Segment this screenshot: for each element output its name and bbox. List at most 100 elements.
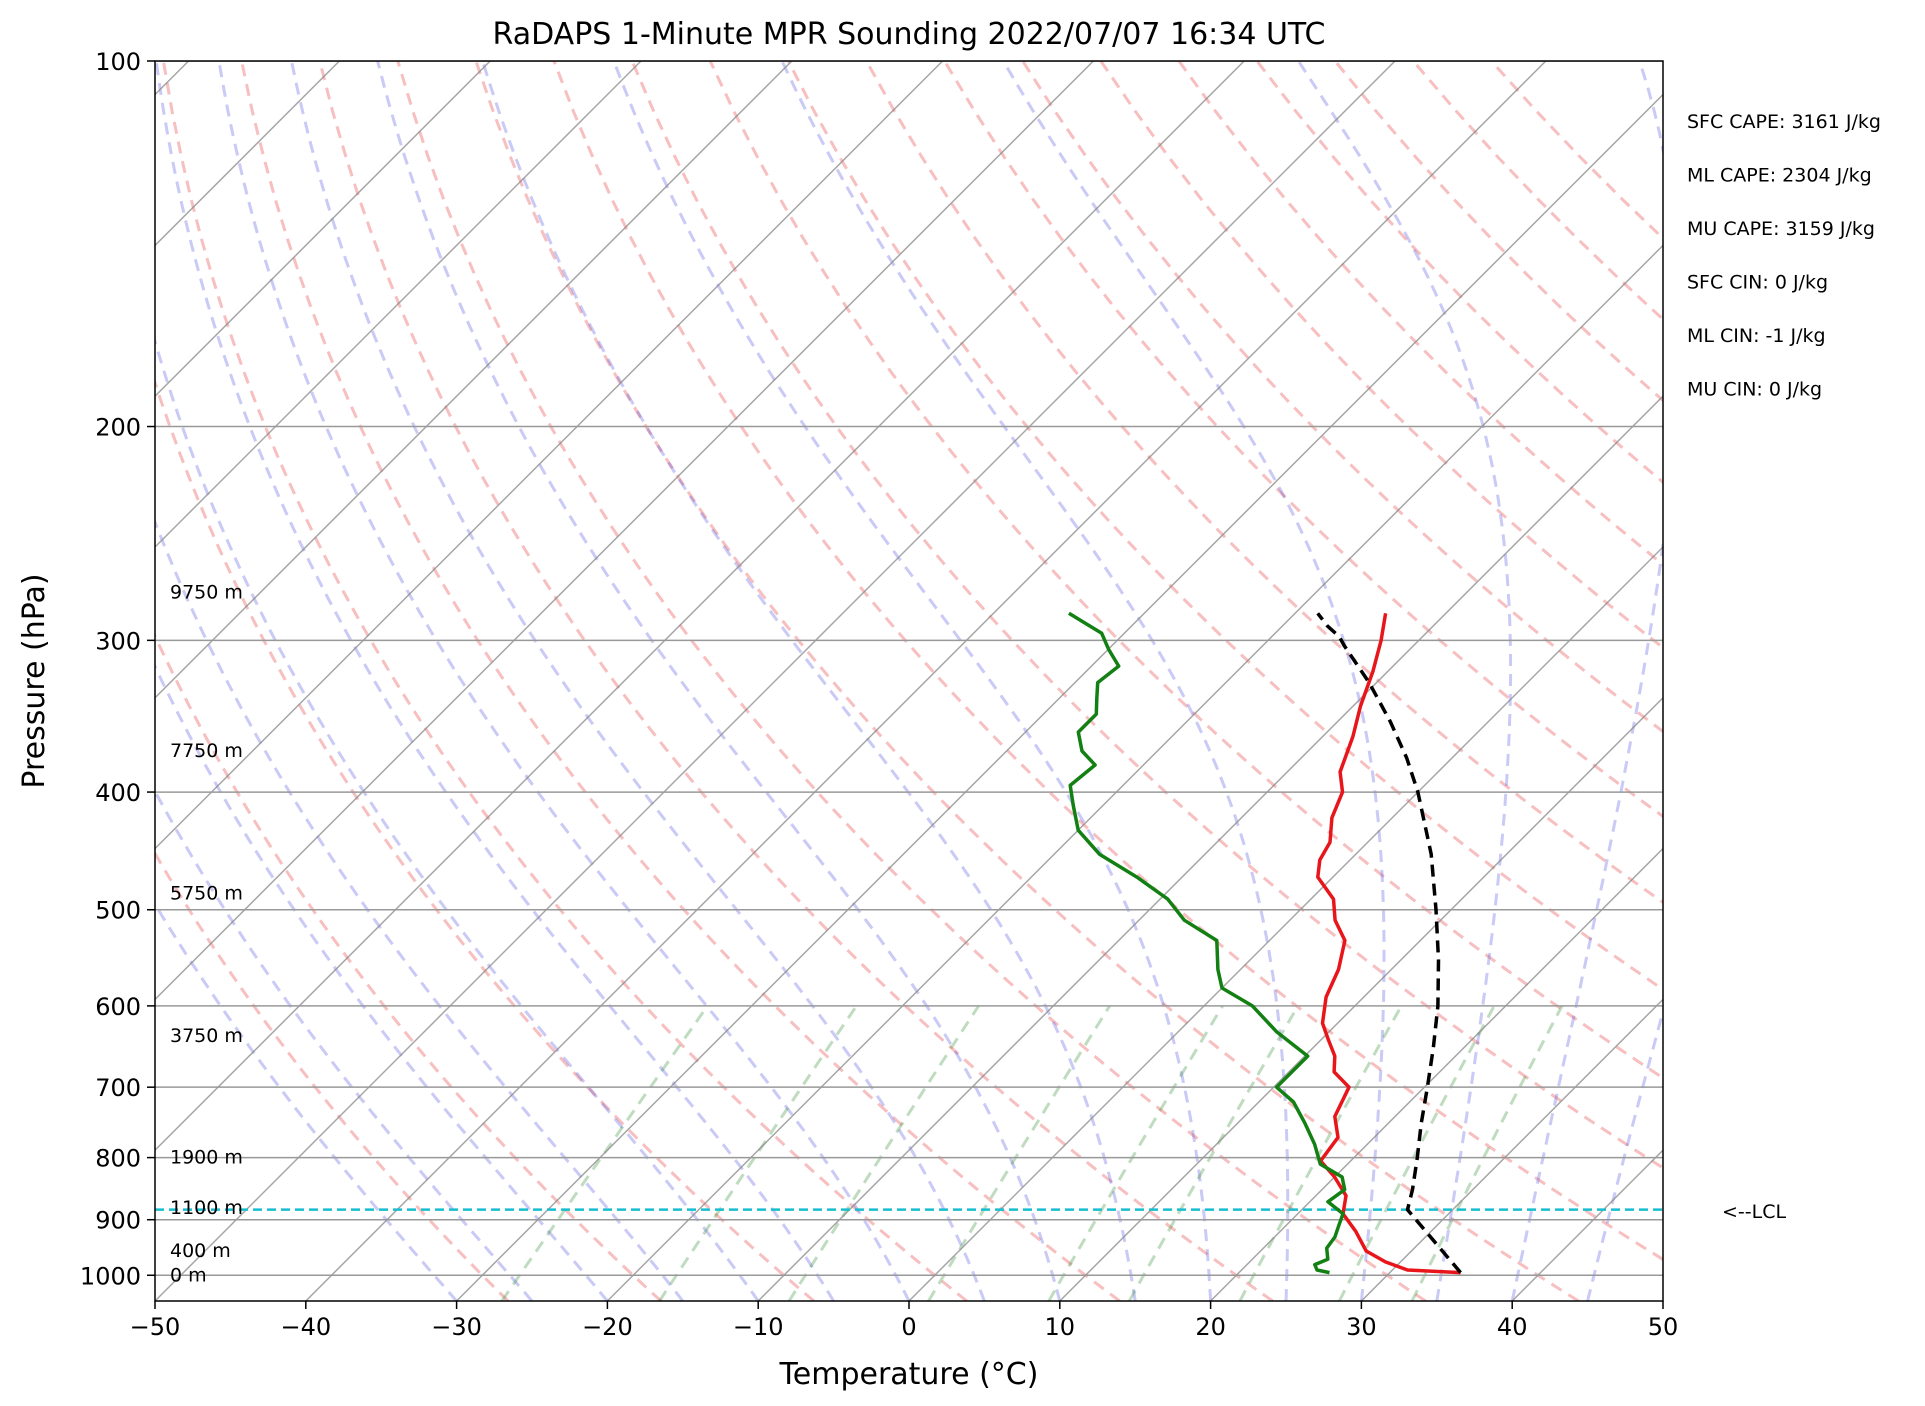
mixing-ratio-line bbox=[1238, 1005, 1403, 1301]
x-tick-label: −40 bbox=[280, 1313, 331, 1341]
isotherm bbox=[155, 61, 491, 398]
isotherm bbox=[155, 61, 642, 549]
moist-adiabat bbox=[155, 663, 609, 1301]
y-tick-label: 100 bbox=[95, 48, 141, 76]
dewpoint-trace bbox=[1067, 611, 1347, 1275]
height-label: 1100 m bbox=[170, 1197, 243, 1219]
parcel-trace bbox=[1316, 612, 1462, 1274]
isotherm bbox=[1210, 847, 1663, 1301]
isotherm bbox=[305, 61, 1547, 1301]
dry-adiabat bbox=[240, 61, 1121, 1301]
mixing-ratio-line bbox=[1127, 1005, 1300, 1301]
dry-adiabat bbox=[708, 61, 1663, 1080]
moist-adiabat bbox=[481, 61, 1137, 1301]
isotherm bbox=[155, 61, 1396, 1301]
moist-adiabat bbox=[1297, 61, 1513, 1301]
isotherm bbox=[456, 93, 1663, 1301]
x-tick-label: −20 bbox=[582, 1313, 633, 1341]
isotherm bbox=[1360, 998, 1663, 1301]
mixing-ratio-line bbox=[658, 1005, 858, 1301]
y-tick-label: 500 bbox=[95, 897, 141, 925]
y-tick-label: 300 bbox=[95, 627, 141, 655]
y-tick-label: 900 bbox=[95, 1207, 141, 1235]
moist-adiabat bbox=[1510, 61, 1663, 1301]
temperature-trace bbox=[1316, 613, 1461, 1275]
isotherm bbox=[155, 61, 793, 699]
mixing-ratio-line bbox=[787, 1005, 980, 1301]
y-tick-label: 700 bbox=[95, 1074, 141, 1102]
index-label: MU CAPE: 3159 J/kg bbox=[1687, 218, 1875, 240]
isotherm bbox=[1511, 1149, 1663, 1301]
dry-adiabat bbox=[1490, 61, 1663, 241]
dry-adiabat bbox=[155, 850, 510, 1301]
index-label: ML CAPE: 2304 J/kg bbox=[1687, 165, 1872, 187]
y-axis-label: Pressure (hPa) bbox=[17, 573, 52, 788]
dry-adiabat bbox=[630, 61, 1663, 1170]
moist-adiabat bbox=[290, 61, 986, 1301]
isotherm bbox=[606, 244, 1663, 1301]
dry-adiabat bbox=[474, 61, 1580, 1301]
x-tick-label: 40 bbox=[1497, 1313, 1528, 1341]
x-tick-label: −30 bbox=[431, 1313, 482, 1341]
height-label: 7750 m bbox=[170, 740, 243, 762]
y-tick-label: 200 bbox=[95, 414, 141, 442]
chart-title: RaDAPS 1-Minute MPR Sounding 2022/07/07 … bbox=[493, 17, 1326, 52]
dry-adiabat bbox=[1255, 61, 1663, 485]
lcl-label: <--LCL bbox=[1722, 1201, 1786, 1223]
moist-adiabat bbox=[1586, 1006, 1663, 1301]
index-label: ML CIN: -1 J/kg bbox=[1687, 325, 1826, 347]
index-label: MU CIN: 0 J/kg bbox=[1687, 379, 1822, 401]
isotherm bbox=[757, 395, 1663, 1301]
moist-adiabat bbox=[376, 61, 1062, 1301]
grid-lines bbox=[155, 61, 1663, 1301]
moist-adiabat bbox=[780, 61, 1290, 1301]
dry-adiabat bbox=[318, 61, 1274, 1301]
moist-adiabat bbox=[155, 901, 458, 1301]
isotherm bbox=[155, 61, 1094, 1001]
isotherm bbox=[155, 61, 944, 850]
height-label: 1900 m bbox=[170, 1147, 243, 1169]
height-label: 3750 m bbox=[170, 1025, 243, 1047]
isotherm bbox=[1059, 696, 1663, 1301]
height-label: 400 m bbox=[170, 1240, 231, 1262]
mixing-ratio-line bbox=[1410, 1005, 1564, 1301]
x-tick-label: 10 bbox=[1045, 1313, 1076, 1341]
stability-indices: SFC CAPE: 3161 J/kg ML CAPE: 2304 J/kg MU … bbox=[1687, 111, 1881, 401]
height-label: 0 m bbox=[170, 1264, 207, 1286]
moist-adiabat bbox=[155, 518, 684, 1301]
moist-adiabat bbox=[155, 335, 760, 1301]
dry-adiabat bbox=[396, 61, 1427, 1301]
dry-adiabat bbox=[865, 61, 1663, 905]
x-tick-label: 0 bbox=[901, 1313, 916, 1341]
x-tick-label: −50 bbox=[130, 1313, 181, 1341]
dry-adiabat bbox=[552, 61, 1663, 1262]
moist-adiabat bbox=[155, 61, 835, 1301]
x-axis-label: Temperature (°C) bbox=[779, 1357, 1039, 1392]
mixing-ratio-line bbox=[1047, 1005, 1224, 1301]
moist-adiabat bbox=[155, 788, 534, 1301]
y-tick-label: 400 bbox=[95, 779, 141, 807]
index-label: SFC CAPE: 3161 J/kg bbox=[1687, 111, 1881, 133]
x-tick-label: 30 bbox=[1346, 1313, 1377, 1341]
dry-adiabat bbox=[161, 61, 968, 1301]
y-tick-label: 600 bbox=[95, 993, 141, 1021]
index-label: SFC CIN: 0 J/kg bbox=[1687, 272, 1828, 294]
isotherm bbox=[908, 545, 1663, 1301]
dry-adiabat bbox=[155, 632, 663, 1301]
isotherm bbox=[1662, 1299, 1663, 1301]
y-tick-label: 800 bbox=[95, 1145, 141, 1173]
sounding-traces bbox=[155, 611, 1663, 1275]
mixing-ratio-line bbox=[1337, 1005, 1496, 1301]
axes: −50 −40 −30 −20 −10 0 10 20 30 40 50 100 200 300 400 50… bbox=[80, 48, 1678, 1341]
dry-adiabat bbox=[1099, 61, 1663, 650]
moist-adiabat bbox=[612, 61, 1213, 1301]
height-label: 5750 m bbox=[170, 883, 243, 905]
dry-adiabat bbox=[786, 61, 1663, 992]
y-tick-label: 1000 bbox=[80, 1262, 141, 1290]
dry-adiabat bbox=[1021, 61, 1663, 734]
mixing-ratio-line bbox=[927, 1005, 1111, 1301]
x-tick-label: 50 bbox=[1648, 1313, 1679, 1341]
x-tick-label: 20 bbox=[1195, 1313, 1226, 1341]
